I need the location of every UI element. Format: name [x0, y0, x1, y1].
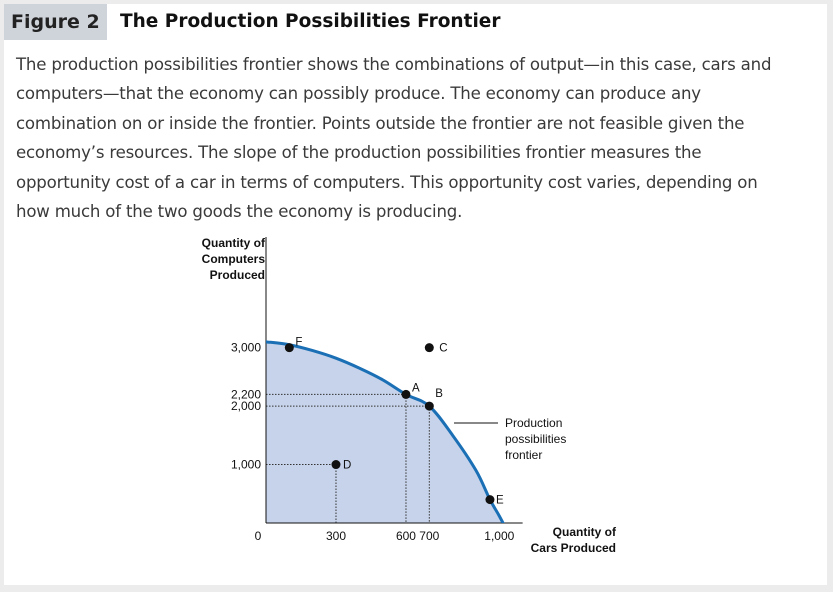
figure-title: The Production Possibilities Frontier	[120, 11, 501, 32]
frontier-label: frontier	[505, 448, 542, 462]
point-label-d: D	[343, 460, 351, 472]
y-axis-title: Quantity of	[202, 236, 266, 250]
caption-line: economy’s resources. The slope of the pr…	[16, 143, 702, 163]
x-axis-title: Cars Produced	[531, 541, 616, 555]
figure-number: Figure 2	[4, 4, 107, 40]
point-label-c: C	[439, 343, 447, 355]
figure-caption: The production possibilities frontier sh…	[16, 50, 816, 226]
feasible-region	[266, 341, 504, 523]
x-tick-label: 600	[396, 529, 416, 543]
x-tick-label: 1,000	[484, 529, 514, 543]
x-tick-label: 300	[326, 529, 346, 543]
point-label-e: E	[496, 495, 504, 507]
y-tick-label: 1,000	[231, 458, 261, 472]
frontier-label: possibilities	[505, 432, 566, 446]
y-axis-title: Produced	[210, 268, 265, 282]
point-a	[401, 389, 411, 399]
point-f	[284, 343, 294, 353]
caption-line: computers—that the economy can possibly …	[16, 84, 701, 104]
caption-line: how much of the two goods the economy is…	[16, 202, 463, 222]
point-b	[424, 401, 434, 411]
point-d	[331, 460, 341, 470]
point-c	[424, 343, 434, 353]
figure-card: Figure 2 The Production Possibilities Fr…	[4, 4, 827, 585]
point-label-f: F	[295, 337, 302, 349]
point-label-b: B	[435, 388, 443, 400]
point-label-a: A	[412, 382, 420, 394]
y-axis-title: Computers	[202, 252, 266, 266]
caption-line: combination on or inside the frontier. P…	[16, 113, 745, 133]
x-tick-label: 700	[419, 529, 439, 543]
x-axis-title: Quantity of	[553, 525, 617, 539]
x-tick-label: 0	[255, 529, 262, 543]
y-tick-label: 2,000	[231, 399, 261, 413]
frontier-label: Production	[505, 416, 562, 430]
caption-line: The production possibilities frontier sh…	[16, 55, 772, 74]
figure-header: Figure 2 The Production Possibilities Fr…	[4, 4, 827, 40]
y-tick-label: 2,200	[231, 387, 261, 401]
y-tick-label: 3,000	[231, 341, 261, 355]
caption-line: opportunity cost of a car in terms of co…	[16, 172, 758, 192]
point-e	[485, 495, 495, 505]
